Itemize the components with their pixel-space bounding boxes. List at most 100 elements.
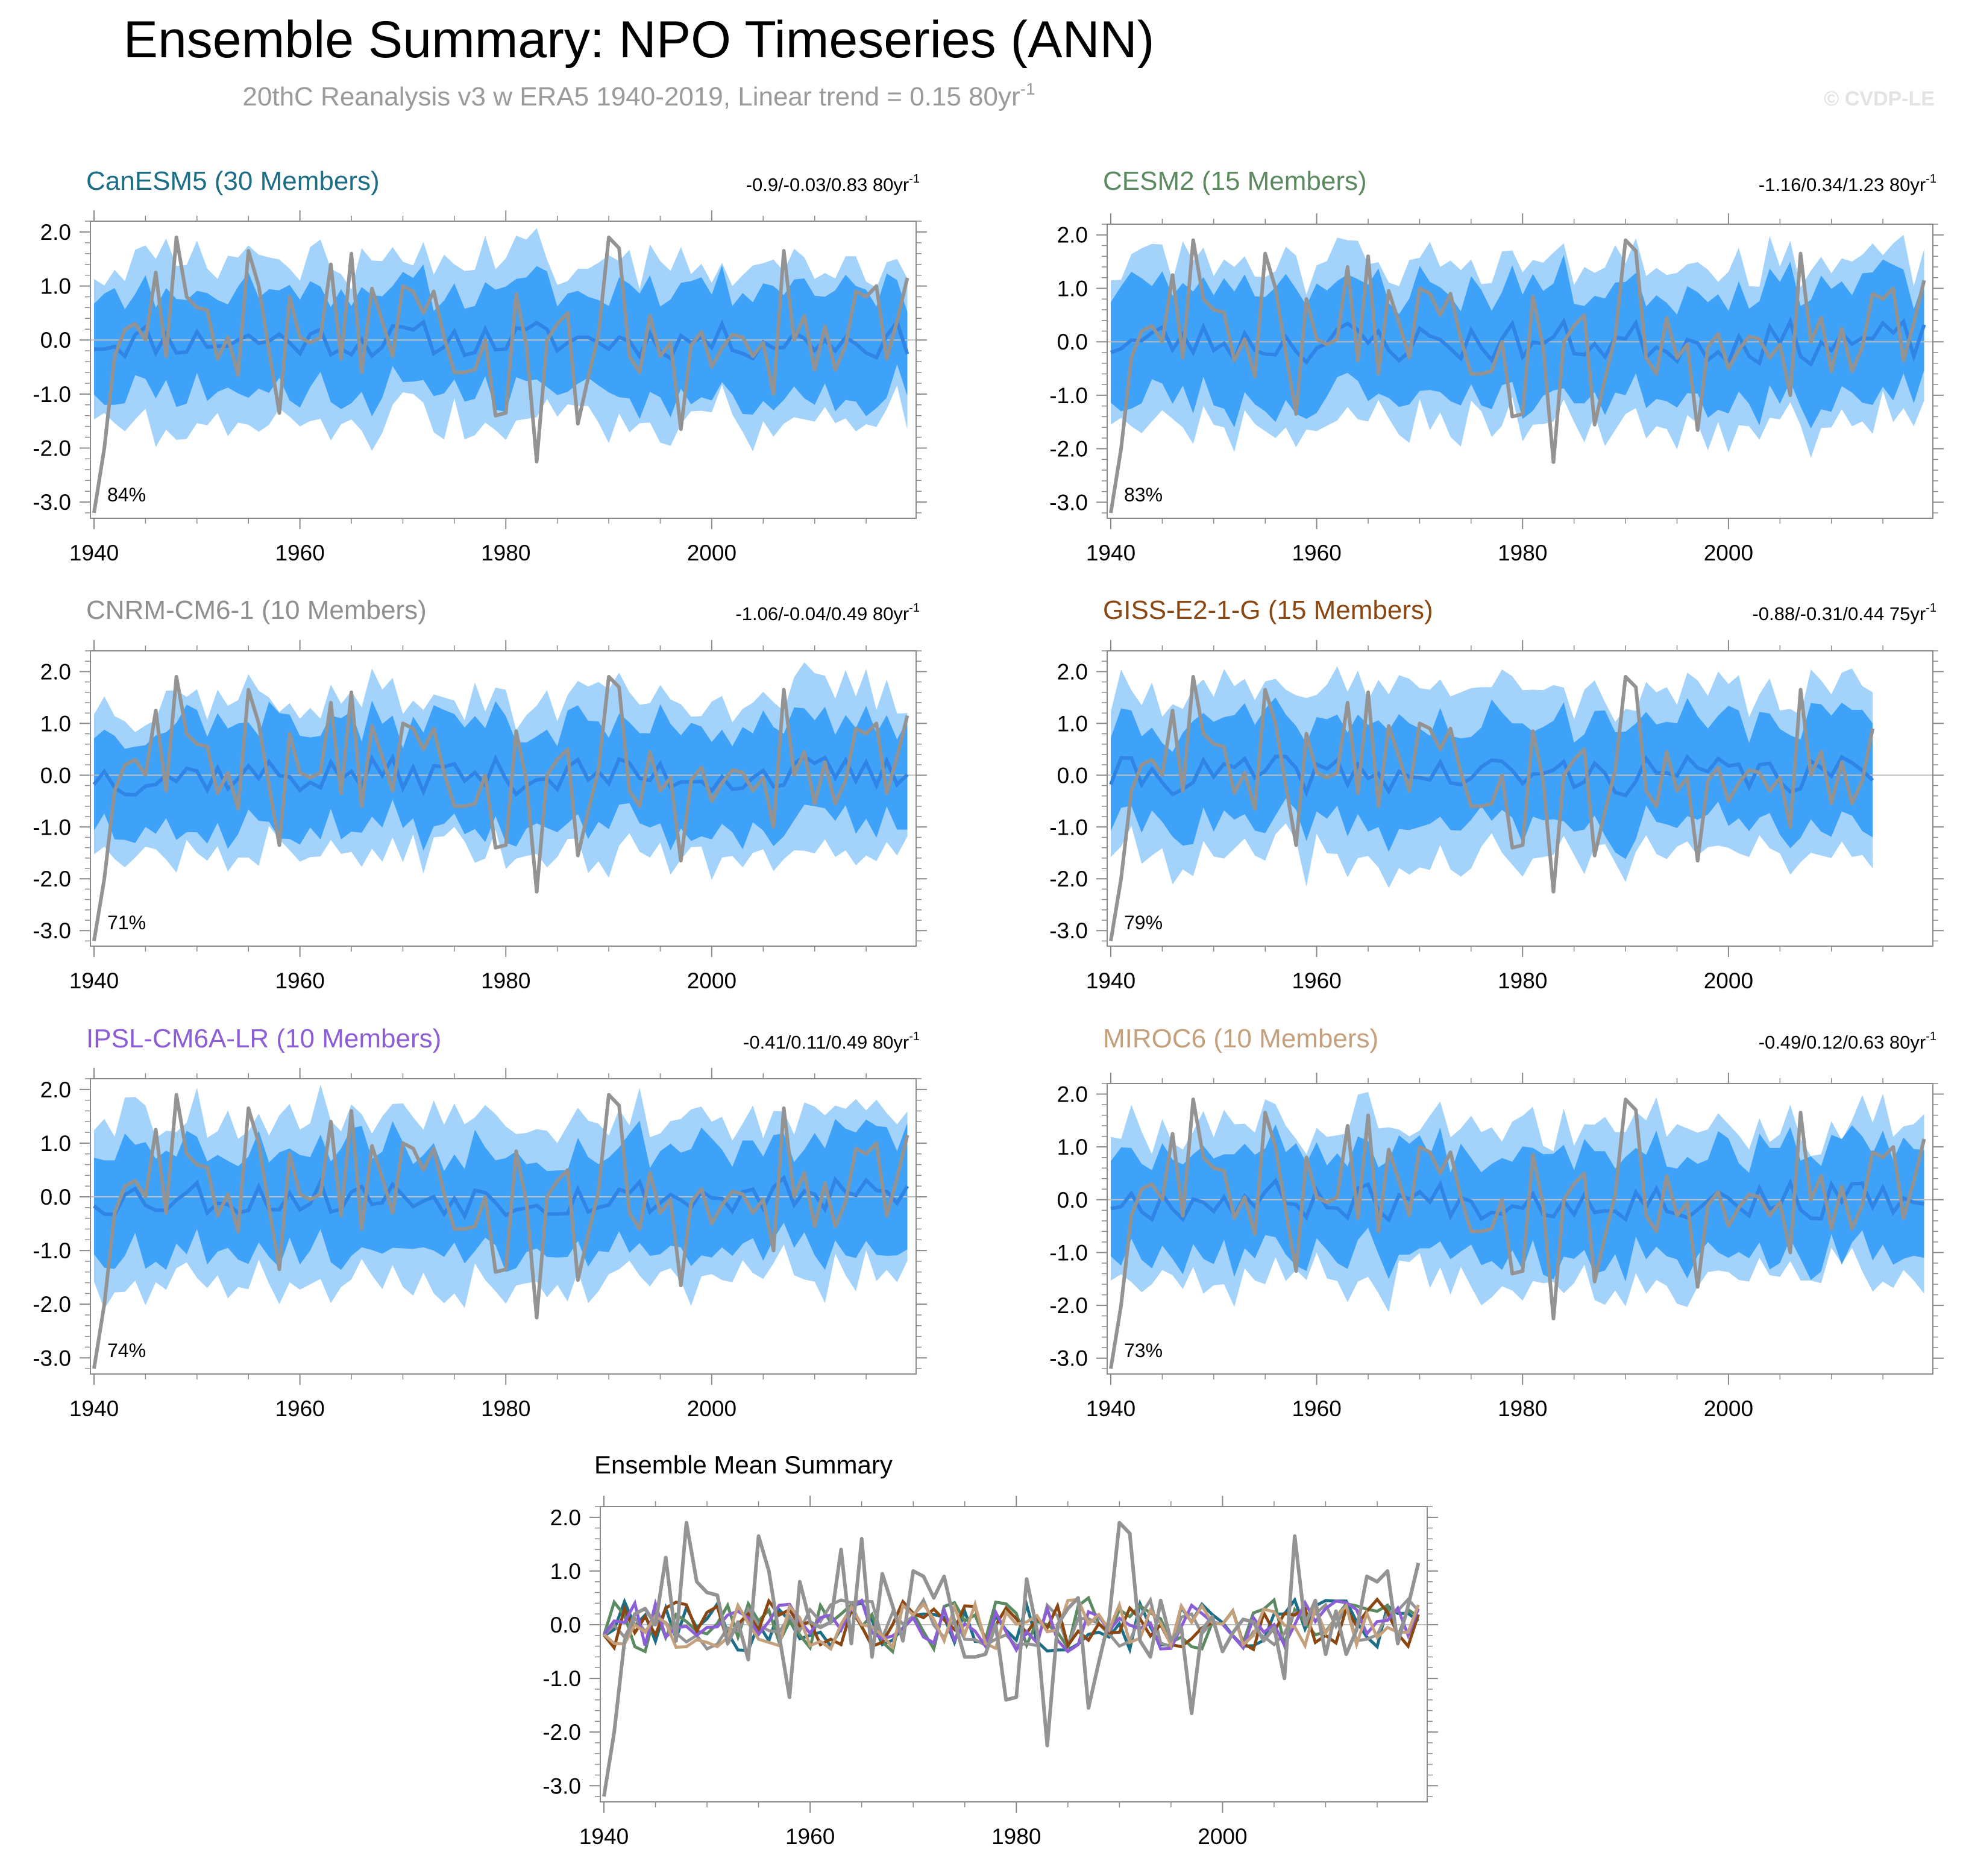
panel-title: Ensemble Mean Summary [594,1451,893,1479]
x-tick-label: 1940 [1086,541,1135,565]
plot-area [600,1520,1427,1797]
y-tick-label: 1.0 [40,711,71,736]
x-tick-label: 1980 [1498,1396,1547,1421]
x-tick-label: 1960 [275,968,324,993]
y-tick-label: 1.0 [550,1559,581,1584]
trend-superscript: -1 [1926,1030,1936,1043]
trend-text: -1.06/-0.04/0.49 80yr [735,603,909,624]
trend-text: -0.49/0.12/0.63 80yr [1759,1032,1926,1053]
x-tick-label: 1980 [1498,541,1547,565]
y-tick-label: -2.0 [1049,867,1088,891]
trend-label: -0.41/0.11/0.49 80yr-1 [743,1030,920,1053]
plot-frame [90,1078,917,1375]
panel-title: CanESM5 (30 Members) [86,166,380,196]
x-tick-label: 1940 [1086,968,1135,993]
trend-label: -0.49/0.12/0.63 80yr-1 [1759,1030,1936,1053]
panel-0: -3.0 -2.0 -1.0 0.0 1.0 2.0 1940 1960 1980 2000 Can… [33,166,927,565]
trend-superscript: -1 [909,1030,920,1043]
panel-2: -3.0 -2.0 -1.0 0.0 1.0 2.0 1940 1960 1980 2000 CNR… [33,595,927,993]
y-tick-label: 2.0 [1057,223,1088,248]
y-tick-label: -2.0 [33,867,71,891]
y-tick-label: 1.0 [40,1131,71,1156]
x-tick-label: 1940 [69,541,119,565]
panel-1: -3.0 -2.0 -1.0 0.0 1.0 2.0 1940 1960 1980 2000 CES… [1049,166,1944,565]
spread-inner-band [1111,697,1873,859]
y-tick-label: -3.0 [1049,490,1088,515]
x-tick-label: 1960 [275,1396,324,1421]
y-tick-label: -2.0 [1049,437,1088,462]
percent-label: 74% [107,1340,146,1361]
x-tick-label: 1980 [481,1396,530,1421]
ensemble-mean-line [92,753,909,797]
y-tick-label: 2.0 [550,1505,581,1530]
x-tick-label: 2000 [687,968,737,993]
y-tick-label: -3.0 [1049,1346,1088,1371]
trend-label: -1.16/0.34/1.23 80yr-1 [1759,172,1936,195]
y-tick-label: -2.0 [1049,1293,1088,1318]
x-tick-label: 1940 [69,968,119,993]
panel-title: CESM2 (15 Members) [1103,166,1367,196]
trend-text: -0.41/0.11/0.49 80yr [743,1032,909,1053]
plot-area [90,228,916,513]
x-tick-label: 1960 [275,541,324,565]
y-tick-label: 1.0 [1057,1135,1088,1159]
ensemble-mean-line [1110,316,1926,368]
percent-label: 84% [107,484,146,506]
series-MIROC6 [603,1598,1420,1651]
trend-text: -0.88/-0.31/0.44 75yr [1752,603,1926,624]
observed-line [1109,238,1926,513]
figure-title: Ensemble Summary: NPO Timeseries (ANN) [124,11,1155,69]
plot-frame [90,221,917,519]
x-tick-label: 1980 [481,968,530,993]
trend-text: -0.9/-0.03/0.83 80yr [746,174,909,195]
percent-label: 71% [107,912,146,933]
plot-area [1107,666,1933,941]
x-tick-label: 1940 [579,1824,629,1849]
plot-area [1107,1092,1933,1369]
y-tick-label: -1.0 [542,1666,581,1691]
percent-label: 73% [1124,1340,1163,1361]
y-tick-label: -3.0 [1049,918,1088,943]
percent-label: 79% [1124,912,1163,933]
panel-title: CNRM-CM6-1 (10 Members) [86,595,427,625]
ensemble-mean-line [1109,754,1874,798]
y-tick-label: 2.0 [1057,1082,1088,1107]
y-tick-label: -1.0 [1049,383,1088,408]
plot-frame [1107,224,1933,519]
y-tick-label: -1.0 [33,815,71,839]
trend-superscript: -1 [1926,601,1936,615]
y-tick-label: 1.0 [1057,276,1088,301]
plot-frame [1107,1083,1933,1375]
trend-superscript: -1 [1926,172,1936,186]
spread-inner-band [1111,1124,1924,1282]
y-tick-label: 2.0 [40,659,71,684]
x-tick-label: 2000 [1198,1824,1247,1849]
x-tick-label: 2000 [687,541,737,565]
y-tick-label: -1.0 [33,382,71,407]
x-tick-label: 1960 [1292,1396,1341,1421]
x-tick-label: 1940 [1086,1396,1135,1421]
x-tick-label: 2000 [687,1396,737,1421]
trend-superscript: -1 [909,172,920,186]
y-tick-label: -3.0 [542,1774,581,1798]
y-tick-label: 0.0 [40,1185,71,1209]
y-tick-label: -1.0 [33,1238,71,1263]
y-tick-label: 0.0 [1057,763,1088,788]
cvdp-watermark: © CVDP-LE [1824,87,1935,110]
figure-subtitle: 20thC Reanalysis v3 w ERA5 1940-2019, Li… [242,80,1035,111]
y-tick-label: 1.0 [1057,711,1088,736]
x-tick-label: 2000 [1704,541,1753,565]
panel-4: -3.0 -2.0 -1.0 0.0 1.0 2.0 1940 1960 1980 2000 IPS… [33,1024,927,1421]
percent-label: 83% [1124,484,1163,506]
plot-frame [600,1506,1428,1802]
x-tick-label: 1960 [1292,541,1341,565]
trend-label: -1.06/-0.04/0.49 80yr-1 [735,601,920,624]
x-tick-label: 1980 [481,541,530,565]
y-tick-label: -3.0 [33,918,71,943]
plot-area [1107,234,1933,513]
spread-inner-band [94,264,908,419]
observed-line [1109,1097,1926,1369]
series-IPSL-CM6A-LR [602,1598,1420,1654]
x-tick-label: 1940 [69,1396,119,1421]
